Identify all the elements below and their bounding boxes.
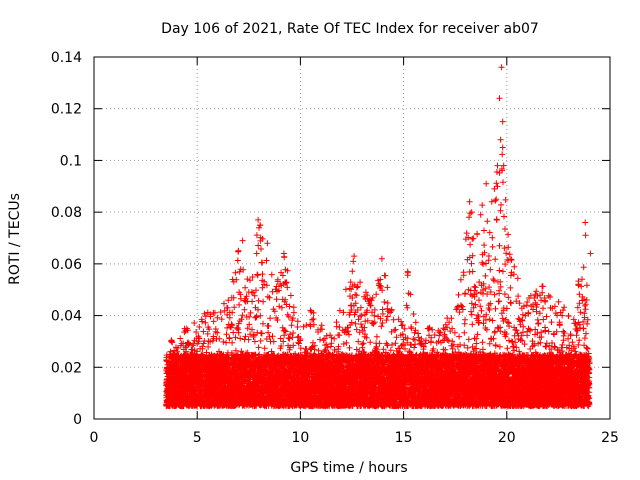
- plot-frame: [93, 56, 611, 420]
- x-tick-label: 0: [90, 430, 99, 446]
- data-point-markers-5: [421, 210, 479, 410]
- data-point-markers-0: [163, 309, 221, 410]
- x-tick-labels: 0 5 10 15 20 25: [90, 430, 619, 446]
- y-tick-label: 0.1: [60, 153, 82, 169]
- axis-ticks: [93, 56, 611, 420]
- x-tick-label: 15: [395, 430, 413, 446]
- x-tick-label: 5: [193, 430, 202, 446]
- x-tick-label: 20: [498, 430, 516, 446]
- y-axis-label: ROTI / TECUs: [7, 193, 23, 285]
- grid-lines: [94, 57, 610, 419]
- data-point-markers-7: [524, 278, 582, 410]
- data-point-markers-4: [369, 269, 427, 410]
- y-tick-label: 0.14: [51, 50, 82, 66]
- y-tick-label: 0.02: [51, 360, 82, 376]
- x-axis-label: GPS time / hours: [290, 460, 407, 476]
- x-tick-label: 10: [291, 430, 309, 446]
- data-point-markers-8: [239, 64, 594, 410]
- y-tick-label: 0.06: [51, 257, 82, 273]
- data-points: [163, 64, 594, 410]
- chart-title: Day 106 of 2021, Rate Of TEC Index for r…: [161, 21, 539, 37]
- y-tick-label: 0.04: [51, 309, 82, 325]
- y-tick-labels: 0 0.02 0.04 0.06 0.08 0.1 0.12 0.14: [51, 50, 82, 428]
- y-tick-label: 0: [73, 412, 82, 428]
- data-point-markers-6: [472, 95, 531, 410]
- x-tick-label: 25: [601, 430, 619, 446]
- data-point-markers-3: [317, 258, 376, 410]
- data-point-markers-1: [214, 222, 273, 410]
- data-point-markers-2: [266, 253, 324, 410]
- y-tick-label: 0.12: [51, 102, 82, 118]
- y-tick-label: 0.08: [51, 205, 82, 221]
